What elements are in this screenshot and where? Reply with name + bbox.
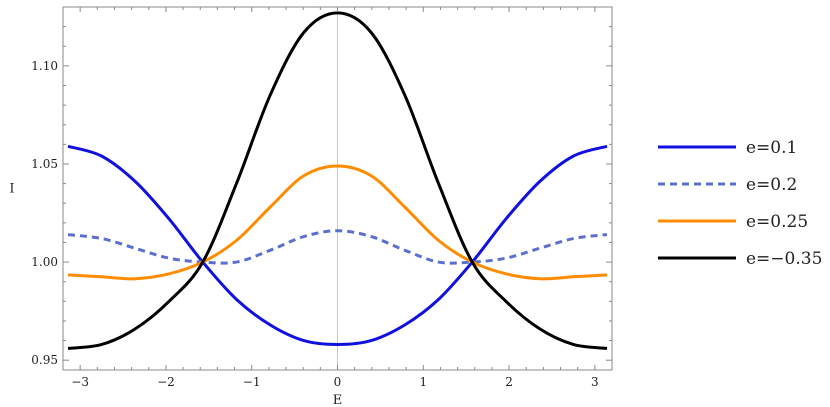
- x-tick-label: 3: [591, 375, 599, 389]
- legend-label-1: e=0.1: [746, 138, 797, 158]
- x-tick-label: −3: [71, 375, 89, 389]
- series-line-2: [67, 229, 608, 265]
- x-axis-title: E: [333, 393, 343, 407]
- legend-label-2: e=0.2: [746, 175, 797, 195]
- y-tick-label: 1.10: [31, 59, 58, 73]
- y-tick-label: 1.05: [31, 157, 58, 171]
- x-tick-label: 2: [505, 375, 513, 389]
- ticks-layer: −3 −2 −1 0 1 2 3 0.95 1.00 1.05 1.10: [31, 7, 612, 389]
- series-line-3: [67, 164, 608, 281]
- x-tick-label: 0: [334, 375, 342, 389]
- series-line-1: [67, 144, 608, 346]
- y-axis-title: I: [9, 182, 14, 197]
- x-tick-label: −1: [243, 375, 261, 389]
- y-tick-label: 1.00: [31, 255, 58, 269]
- x-tick-label: −2: [157, 375, 175, 389]
- legend: e=0.1 e=0.2 e=0.25 e=−0.35: [658, 138, 822, 269]
- series-layer: [67, 11, 608, 350]
- y-tick-label: 0.95: [31, 353, 58, 367]
- x-tick-label: 1: [419, 375, 427, 389]
- series-line-4: [67, 11, 608, 350]
- legend-label-3: e=0.25: [746, 212, 808, 232]
- legend-label-4: e=−0.35: [746, 249, 822, 269]
- plot-area: −3 −2 −1 0 1 2 3 0.95 1.00 1.05 1.10: [31, 6, 613, 389]
